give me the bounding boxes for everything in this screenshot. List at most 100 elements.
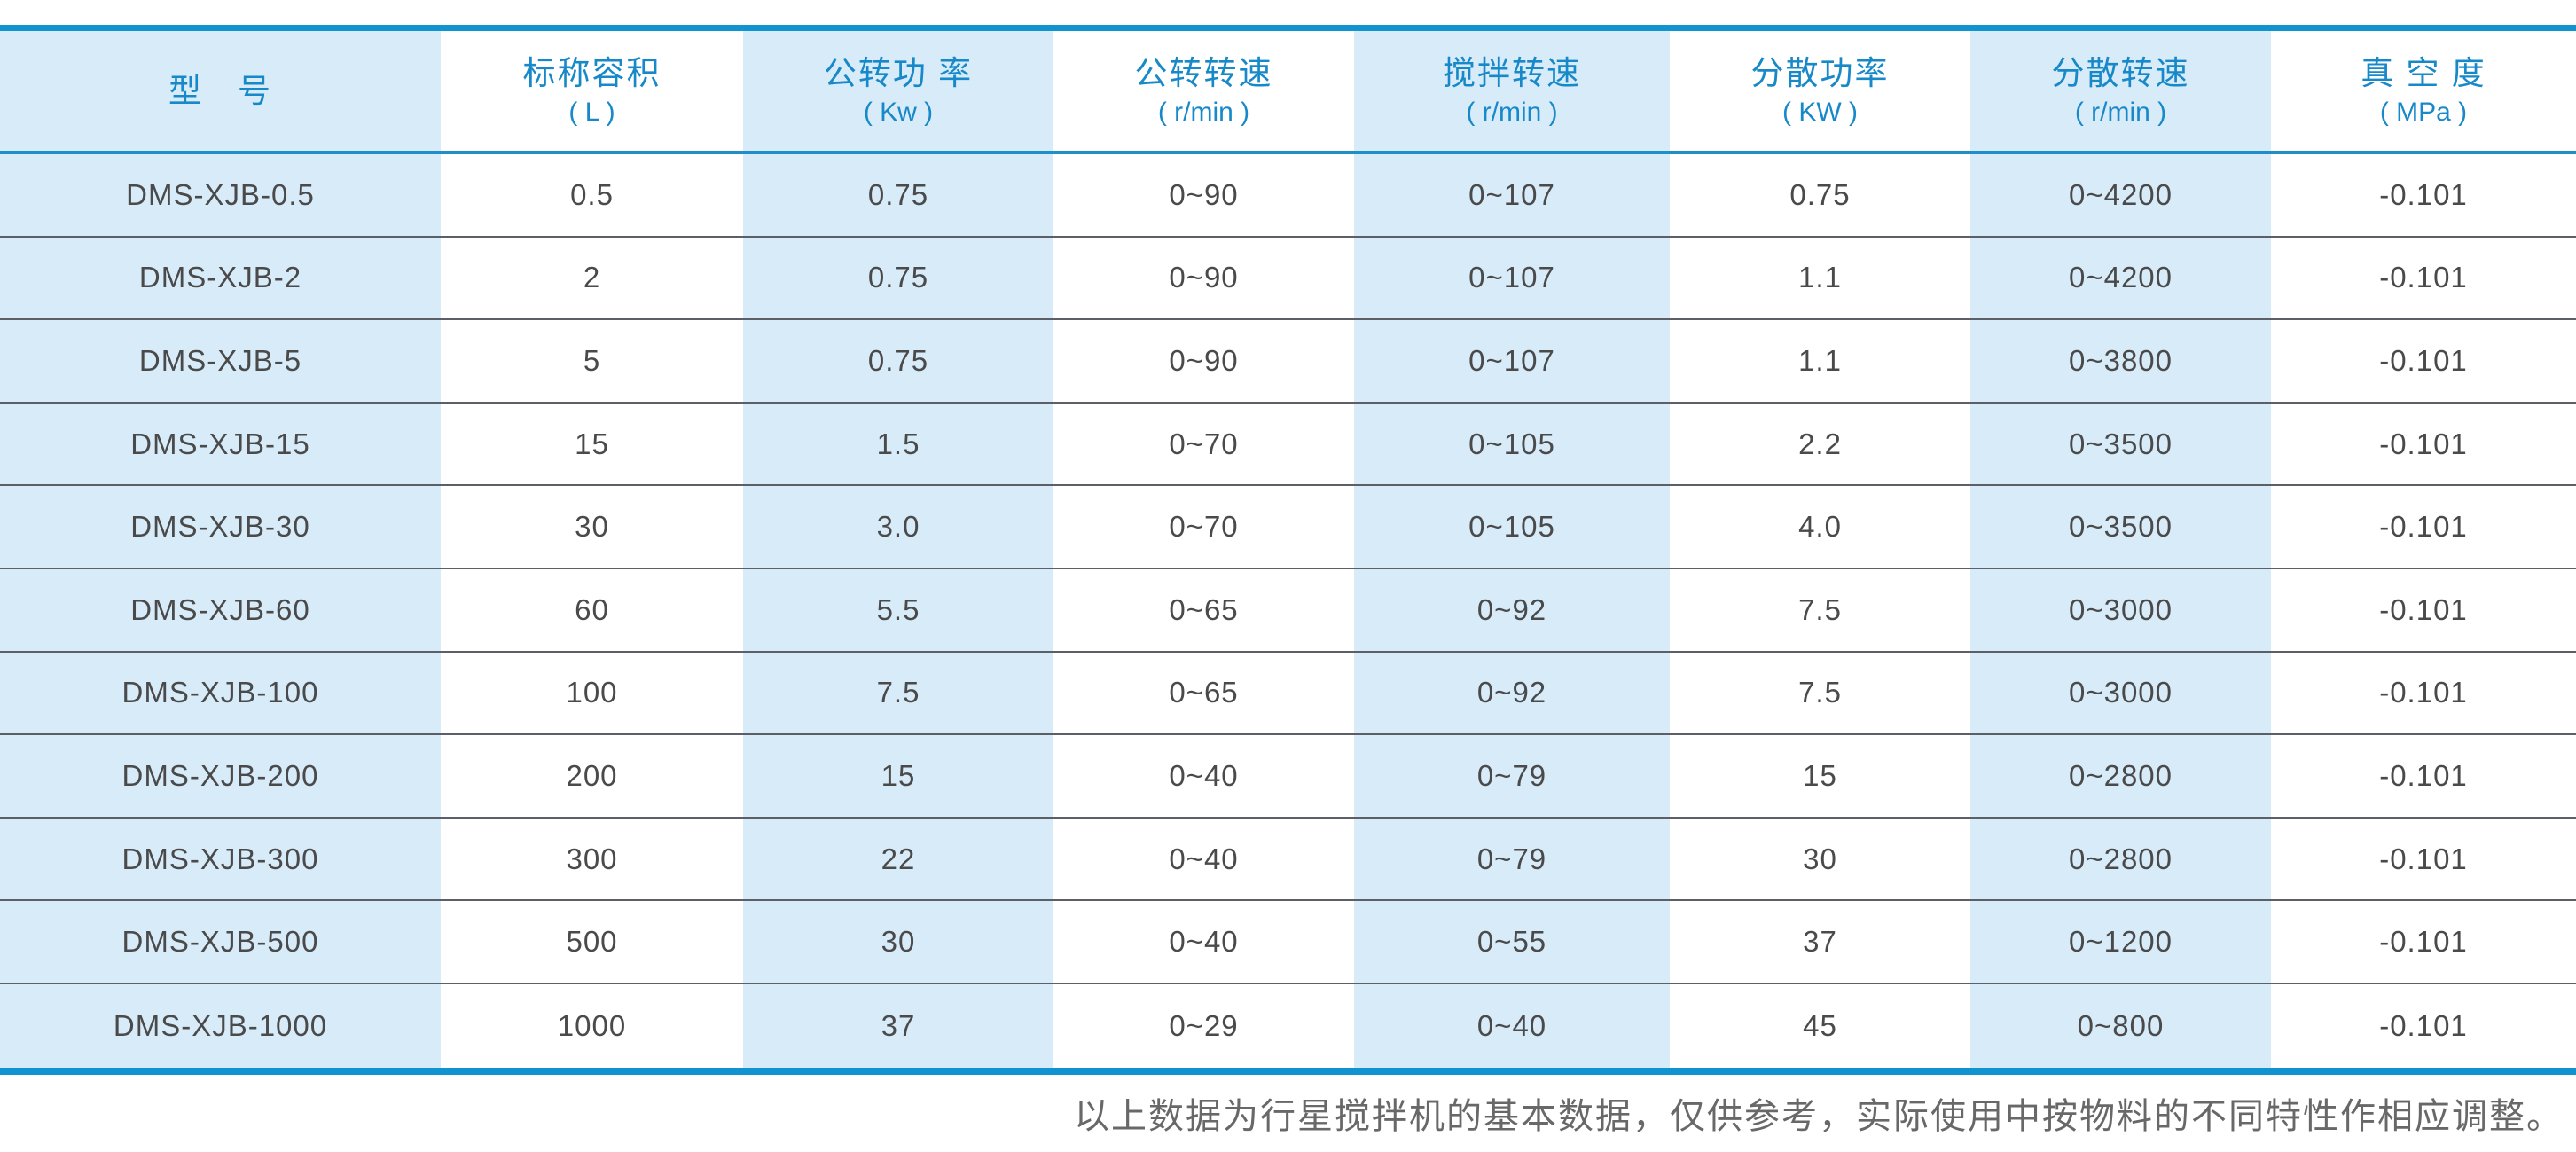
value-cell: 0~2800 [1970,735,2271,817]
column-unit: ( MPa ) [2379,97,2468,127]
value-cell: 0.5 [570,177,614,211]
value-cell: 0~105 [1354,403,1670,485]
value-cell: 100 [566,676,618,709]
value-cell: 22 [743,818,1053,900]
column-unit: ( r/min ) [1157,97,1250,127]
value-cell: 0~1200 [1970,901,2271,983]
table-row: DMS-XJB-15 15 1.5 0~70 0~105 2.2 0~3500 -0.101 [0,403,2576,487]
value-cell: 1.5 [743,403,1053,485]
value-cell: 7.5 [1798,592,1842,626]
value-cell: 5 [583,343,601,377]
column-title: 公转转速 [1134,54,1273,91]
column-title: 公转功 率 [823,54,974,91]
value-cell: 0.75 [743,154,1053,236]
column-header-revolution-power: 公转功 率 ( Kw ) [743,31,1053,151]
column-unit: ( r/min ) [2074,97,2167,127]
value-cell: 0~40 [1169,925,1239,959]
value-cell: 60 [575,592,609,626]
value-cell: -0.101 [2379,592,2468,626]
value-cell: 0~79 [1354,818,1670,900]
model-cell: DMS-XJB-60 [0,568,441,651]
value-cell: 0~3500 [1970,486,2271,568]
value-cell: 0~105 [1354,486,1670,568]
value-cell: 3.0 [743,486,1053,568]
value-cell: -0.101 [2379,261,2468,294]
value-cell: 0~3000 [1970,568,2271,651]
value-cell: 0~29 [1169,1008,1239,1042]
value-cell: 0~2800 [1970,818,2271,900]
value-cell: 0~79 [1354,735,1670,817]
table-row: DMS-XJB-60 60 5.5 0~65 0~92 7.5 0~3000 -0.101 [0,568,2576,653]
value-cell: -0.101 [2379,1008,2468,1042]
value-cell: 0~3800 [1970,320,2271,402]
value-cell: 0.75 [1789,177,1851,211]
table-header-row: 型 号 标称容积 ( L ) 公转功 率 ( Kw ) 公转转速 ( r/min… [0,31,2576,154]
value-cell: 0~40 [1169,842,1239,875]
value-cell: 2.2 [1798,427,1842,460]
model-cell: DMS-XJB-100 [0,652,441,734]
value-cell: 15 [1803,758,1837,792]
column-title: 标称容积 [522,54,662,91]
model-cell: DMS-XJB-500 [0,901,441,983]
value-cell: 45 [1803,1008,1837,1042]
column-header-nominal-volume: 标称容积 ( L ) [441,31,743,151]
value-cell: -0.101 [2379,177,2468,211]
value-cell: 30 [575,510,609,544]
model-cell: DMS-XJB-5 [0,320,441,402]
value-cell: 37 [743,984,1053,1068]
value-cell: 37 [1803,925,1837,959]
table-row: DMS-XJB-1000 1000 37 0~29 0~40 45 0~800 -0.101 [0,984,2576,1068]
column-title: 分散转速 [2051,54,2190,91]
value-cell: 4.0 [1798,510,1842,544]
column-title: 搅拌转速 [1443,54,1581,91]
column-title: 真 空 度 [2361,54,2486,91]
column-title: 分散功率 [1750,54,1890,91]
value-cell: 0~70 [1169,427,1239,460]
value-cell: 0~90 [1169,177,1239,211]
value-cell: 0~65 [1169,676,1239,709]
value-cell: 7.5 [1798,676,1842,709]
value-cell: 0~3500 [1970,403,2271,485]
model-cell: DMS-XJB-1000 [0,984,441,1068]
value-cell: 0~40 [1169,758,1239,792]
value-cell: -0.101 [2379,510,2468,544]
value-cell: -0.101 [2379,758,2468,792]
top-spacer [0,0,2576,25]
value-cell: 0~92 [1354,568,1670,651]
value-cell: 30 [1803,842,1837,875]
value-cell: 1.1 [1798,261,1842,294]
value-cell: 0~65 [1169,592,1239,626]
value-cell: 15 [743,735,1053,817]
value-cell: -0.101 [2379,343,2468,377]
column-header-vacuum-degree: 真 空 度 ( MPa ) [2271,31,2576,151]
model-cell: DMS-XJB-0.5 [0,154,441,236]
column-header-model: 型 号 [0,31,441,151]
value-cell: 7.5 [743,652,1053,734]
column-header-stir-speed: 搅拌转速 ( r/min ) [1354,31,1670,151]
value-cell: 30 [743,901,1053,983]
spec-table: 型 号 标称容积 ( L ) 公转功 率 ( Kw ) 公转转速 ( r/min… [0,25,2576,1075]
value-cell: 2 [583,261,601,294]
value-cell: 0~107 [1354,154,1670,236]
value-cell: 0~90 [1169,261,1239,294]
table-row: DMS-XJB-5 5 0.75 0~90 0~107 1.1 0~3800 -0.101 [0,320,2576,404]
value-cell: 0~90 [1169,343,1239,377]
value-cell: 300 [566,842,618,875]
value-cell: -0.101 [2379,925,2468,959]
value-cell: 0~40 [1354,984,1670,1068]
column-header-revolution-speed: 公转转速 ( r/min ) [1053,31,1354,151]
value-cell: -0.101 [2379,676,2468,709]
value-cell: 0~92 [1354,652,1670,734]
footer-note: 以上数据为行星搅拌机的基本数据，仅供参考，实际使用中按物料的不同特性作相应调整。 [1074,1096,2564,1138]
value-cell: -0.101 [2379,842,2468,875]
column-unit: ( KW ) [1782,97,1858,127]
value-cell: 500 [566,925,618,959]
model-cell: DMS-XJB-30 [0,486,441,568]
column-unit: ( Kw ) [863,97,934,127]
column-header-dispersion-power: 分散功率 ( KW ) [1670,31,1970,151]
table-row: DMS-XJB-30 30 3.0 0~70 0~105 4.0 0~3500 -0.101 [0,486,2576,569]
column-header-dispersion-speed: 分散转速 ( r/min ) [1970,31,2271,151]
value-cell: 0.75 [743,237,1053,319]
value-cell: 5.5 [743,568,1053,651]
table-row: DMS-XJB-200 200 15 0~40 0~79 15 0~2800 -0.101 [0,735,2576,819]
